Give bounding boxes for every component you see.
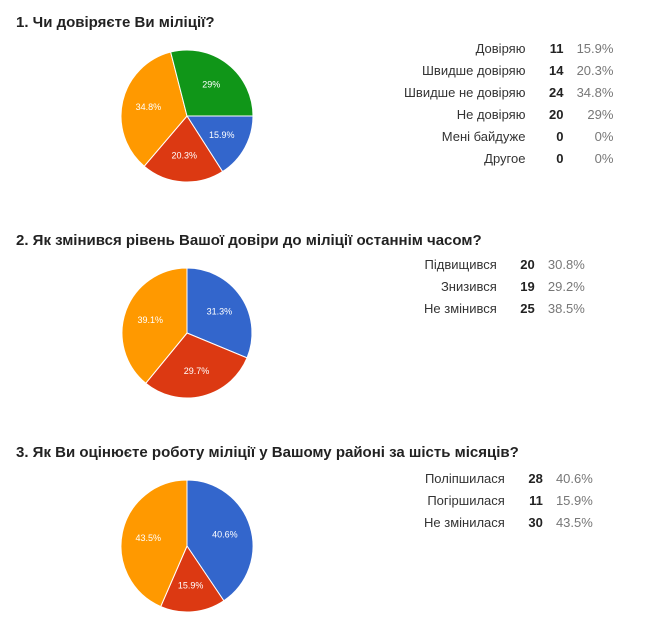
pie-slice-1 bbox=[186, 115, 254, 173]
stats-row: Погіршилася 11 15.9% bbox=[424, 490, 593, 512]
answer-percent: 29% bbox=[587, 107, 614, 122]
answer-percent: 34.8% bbox=[576, 85, 614, 100]
question-1-section: 1. Чи довіряєте Ви міліції? 15.9% 20.3% 34… bbox=[0, 0, 653, 200]
answer-percent: 30.8% bbox=[547, 257, 585, 272]
answer-percent: 40.6% bbox=[555, 471, 593, 486]
question-1-stats-table: Довіряю 11 15.9% Швидше довіряю 14 20.3% Шви… bbox=[404, 38, 613, 170]
pie-slice-label: 15.9% bbox=[178, 580, 204, 590]
answer-label: Підвищився bbox=[424, 257, 497, 272]
question-3-pie-chart: 40.6% 15.9% 43.5% bbox=[120, 479, 254, 613]
answer-percent: 15.9% bbox=[576, 41, 614, 56]
answer-label: Другое bbox=[484, 151, 526, 166]
stats-row: Другое 0 0% bbox=[404, 148, 613, 170]
pie-slice-label: 34.8% bbox=[136, 102, 162, 112]
question-1-title: 1. Чи довіряєте Ви міліції? bbox=[16, 14, 215, 31]
answer-count: 30 bbox=[528, 515, 543, 530]
pie-slice-label: 39.1% bbox=[138, 315, 164, 325]
pie-slice-label: 40.6% bbox=[212, 529, 238, 539]
stats-row: Швидше довіряю 14 20.3% bbox=[404, 60, 613, 82]
answer-label: Знизився bbox=[440, 279, 497, 294]
pie-slice-3 bbox=[120, 51, 188, 167]
answer-percent: 0% bbox=[594, 151, 614, 166]
pie-slice-label: 20.3% bbox=[172, 151, 198, 161]
stats-row: Поліпшилася 28 40.6% bbox=[424, 468, 593, 490]
pie-slice-label: 15.9% bbox=[209, 130, 235, 140]
answer-percent: 0% bbox=[594, 129, 614, 144]
question-3-section: 3. Як Ви оцінюєте роботу міліції у Вашом… bbox=[0, 440, 653, 624]
answer-count: 0 bbox=[556, 129, 564, 144]
answer-label: Не змінився bbox=[424, 301, 497, 316]
stats-row: Мені байдуже 0 0% bbox=[404, 126, 614, 148]
answer-percent: 15.9% bbox=[555, 493, 593, 508]
answer-count: 28 bbox=[528, 471, 543, 486]
answer-label: Поліпшилася bbox=[424, 471, 505, 486]
answer-count: 11 bbox=[549, 41, 564, 56]
answer-count: 25 bbox=[520, 301, 535, 316]
answer-count: 11 bbox=[529, 493, 543, 508]
stats-row: Не змінилася 30 43.5% bbox=[424, 512, 593, 534]
pie-slice-1 bbox=[186, 267, 253, 359]
stats-row: Не змінився 25 38.5% bbox=[424, 298, 585, 320]
stats-row: Довіряю 11 15.9% bbox=[404, 38, 614, 60]
pie-slice-2 bbox=[160, 544, 225, 613]
answer-percent: 43.5% bbox=[555, 515, 593, 530]
pie-slice-2 bbox=[143, 115, 224, 183]
question-2-pie-chart: 31.3% 29.7% 39.1% bbox=[121, 267, 253, 399]
answer-label: Довіряю bbox=[475, 41, 526, 56]
pie-slice-4 bbox=[170, 49, 254, 117]
answer-percent: 38.5% bbox=[547, 301, 585, 316]
answer-count: 0 bbox=[556, 151, 564, 166]
answer-percent: 29.2% bbox=[547, 279, 585, 294]
question-2-title: 2. Як змінився рівень Вашої довіри до мі… bbox=[16, 232, 482, 249]
answer-count: 20 bbox=[520, 257, 535, 272]
answer-label: Погіршилася bbox=[427, 493, 505, 508]
question-3-title: 3. Як Ви оцінюєте роботу міліції у Вашом… bbox=[16, 444, 519, 461]
pie-slice-3 bbox=[120, 479, 188, 608]
question-3-stats-table: Поліпшилася 28 40.6% Погіршилася 11 15.9% Не… bbox=[424, 468, 593, 534]
answer-label: Швидше довіряю bbox=[422, 63, 526, 78]
answer-count: 24 bbox=[548, 85, 564, 100]
pie-slice-3 bbox=[121, 267, 188, 384]
answer-label: Не змінилася bbox=[424, 515, 505, 530]
answer-label: Швидше не довіряю bbox=[404, 85, 526, 100]
question-1-pie-chart: 15.9% 20.3% 34.8% 29% bbox=[120, 49, 254, 183]
pie-slice-label: 43.5% bbox=[135, 533, 161, 543]
answer-count: 14 bbox=[548, 63, 564, 78]
answer-percent: 20.3% bbox=[576, 63, 614, 78]
pie-slice-label: 29% bbox=[202, 80, 220, 90]
answer-label: Мені байдуже bbox=[441, 129, 526, 144]
pie-slice-2 bbox=[145, 332, 248, 399]
stats-row: Не довіряю 20 29% bbox=[404, 104, 614, 126]
answer-count: 19 bbox=[520, 279, 535, 294]
question-2-section: 2. Як змінився рівень Вашої довіри до мі… bbox=[0, 224, 653, 414]
pie-slice-label: 31.3% bbox=[207, 306, 233, 316]
question-2-stats-table: Підвищився 20 30.8% Знизився 19 29.2% Не змі… bbox=[424, 254, 585, 320]
stats-row: Підвищився 20 30.8% bbox=[424, 254, 585, 276]
pie-slice-label: 29.7% bbox=[184, 366, 210, 376]
stats-row: Швидше не довіряю 24 34.8% bbox=[404, 82, 613, 104]
answer-count: 20 bbox=[548, 107, 564, 122]
answer-label: Не довіряю bbox=[456, 107, 526, 122]
stats-row: Знизився 19 29.2% bbox=[424, 276, 585, 298]
pie-slice-1 bbox=[186, 479, 254, 602]
